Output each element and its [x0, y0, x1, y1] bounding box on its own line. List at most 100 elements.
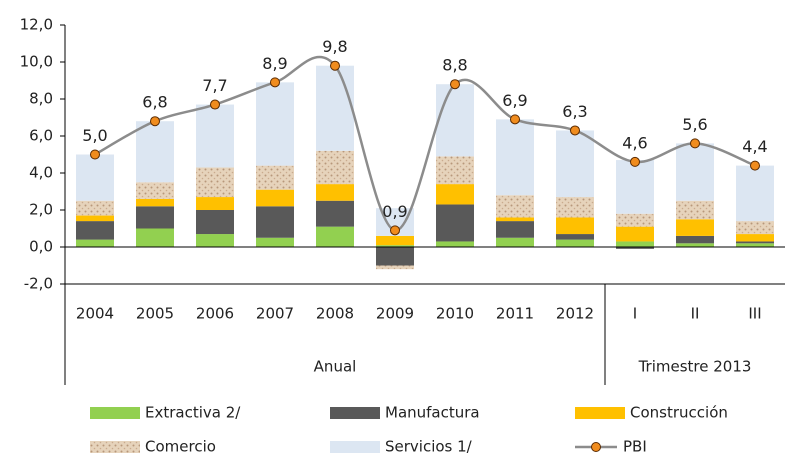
y-tick-label: 0,0: [29, 238, 53, 256]
bar-segment: [496, 119, 534, 196]
x-tick-label: 2005: [136, 305, 174, 323]
line-marker: [750, 160, 760, 171]
bar-segment: [496, 221, 534, 238]
bar-segment: [196, 167, 234, 198]
x-tick-label: I: [633, 305, 637, 323]
legend-swatch: [591, 442, 601, 452]
data-label: 7,7: [202, 76, 227, 95]
legend-label: Servicios 1/: [385, 438, 473, 455]
bar-segment: [256, 165, 294, 190]
bar-segment: [316, 200, 354, 227]
data-label: 5,6: [682, 115, 707, 134]
bar-segment: [376, 265, 414, 270]
y-tick-label: 6,0: [29, 127, 53, 145]
y-tick-label: -2,0: [24, 275, 53, 293]
data-label: 8,9: [262, 54, 287, 73]
data-label: 6,9: [502, 91, 527, 110]
line-marker: [390, 225, 400, 236]
bar-segment: [256, 206, 294, 238]
bar-segment: [436, 84, 474, 157]
legend-swatch: [575, 407, 625, 419]
y-tick-label: 4,0: [29, 164, 53, 182]
line-marker: [330, 60, 340, 71]
line-marker: [510, 114, 520, 125]
bar-segment: [316, 184, 354, 201]
y-tick-label: 8,0: [29, 90, 53, 108]
legend-label: Extractiva 2/: [145, 404, 241, 422]
bar-segment: [496, 237, 534, 247]
line-marker: [90, 149, 100, 160]
bar-segment: [616, 226, 654, 242]
bar-segment: [736, 221, 774, 235]
legend-swatch: [90, 441, 140, 453]
line-marker: [630, 156, 640, 167]
line-marker: [210, 99, 220, 110]
data-label: 8,8: [442, 56, 467, 75]
line-marker: [270, 77, 280, 88]
x-tick-label: 2010: [436, 305, 474, 323]
line: [94, 55, 756, 232]
data-label: 9,8: [322, 37, 347, 56]
bar-segment: [256, 189, 294, 207]
bar-segment: [376, 247, 414, 266]
bar-segment: [676, 200, 714, 220]
bar-segment: [736, 243, 774, 247]
bar-segment: [316, 226, 354, 247]
bar-segment: [256, 82, 294, 166]
bar-segment: [436, 184, 474, 205]
legend-label: Manufactura: [385, 404, 480, 422]
bar-segment: [136, 182, 174, 199]
bar-segment: [136, 206, 174, 229]
bar-segment: [136, 198, 174, 207]
bar-segment: [136, 121, 174, 183]
legend-swatch: [330, 441, 380, 453]
bar-segment: [556, 197, 594, 218]
bar-segment: [556, 234, 594, 240]
bar-segment: [676, 243, 714, 247]
bar-segment: [256, 237, 294, 247]
bar-segment: [76, 200, 114, 216]
bar-segment: [376, 245, 414, 247]
x-tick-label: 2004: [76, 305, 114, 323]
x-tick-label: III: [748, 305, 761, 323]
x-tick-label: 2006: [196, 305, 234, 323]
y-tick-label: 10,0: [20, 53, 53, 71]
data-label: 5,0: [82, 126, 107, 145]
x-tick-label: 2011: [496, 305, 534, 323]
bar-segment: [616, 247, 654, 249]
bar-segment: [496, 217, 534, 222]
data-label: 4,6: [622, 133, 647, 152]
line-marker: [450, 79, 460, 90]
bar-segment: [76, 239, 114, 247]
bar-segment: [676, 219, 714, 236]
bar-segment: [196, 197, 234, 210]
bar-segment: [196, 234, 234, 247]
bar-segment: [316, 65, 354, 151]
bar-segment: [616, 241, 654, 247]
bar-segment: [736, 241, 774, 244]
bar-segment: [556, 217, 594, 235]
y-tick-label: 2,0: [29, 201, 53, 219]
bar-segment: [436, 156, 474, 185]
bar-segment: [676, 235, 714, 244]
bar-segment: [676, 143, 714, 201]
data-label: 6,8: [142, 93, 167, 112]
data-label: 0,9: [382, 202, 407, 221]
bar-segment: [76, 221, 114, 240]
legend-label: PBI: [623, 438, 647, 455]
bar-segment: [436, 204, 474, 242]
x-tick-label: 2007: [256, 305, 294, 323]
bar-segment: [316, 150, 354, 185]
bar-segment: [196, 210, 234, 235]
data-label: 4,4: [742, 137, 767, 156]
data-label: 6,3: [562, 102, 587, 121]
bar-segment: [196, 104, 234, 168]
legend-label: Comercio: [145, 438, 216, 455]
bar-segment: [556, 130, 594, 198]
bar-segment: [556, 239, 594, 247]
x-tick-label: 2009: [376, 305, 414, 323]
bar-segment: [616, 213, 654, 227]
x-tick-label: 2008: [316, 305, 354, 323]
legend-label: Construcción: [630, 404, 728, 422]
